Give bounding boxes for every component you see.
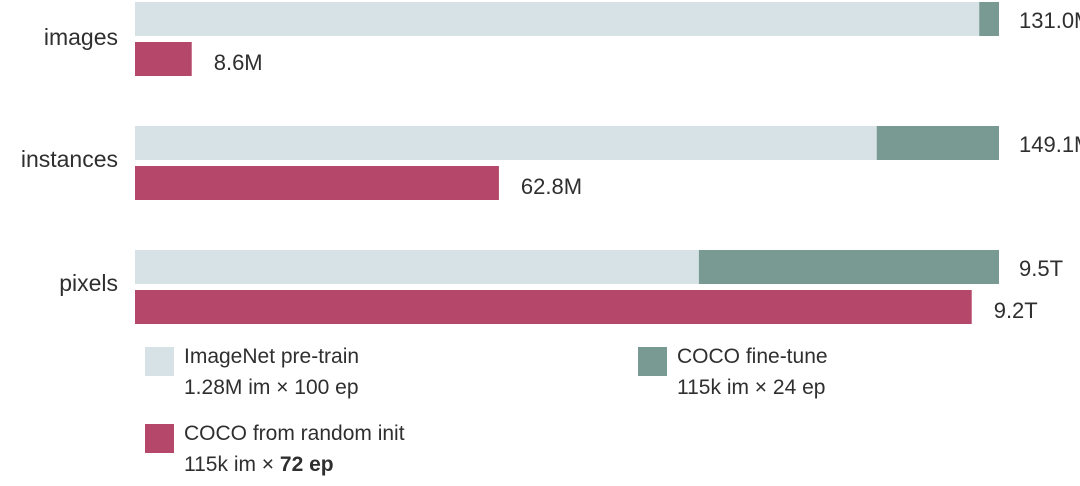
bar-random-images xyxy=(135,42,192,76)
bar-random-pixels xyxy=(135,290,972,324)
bar-random-instances xyxy=(135,166,499,200)
value-label-pretrain-images: 131.0M xyxy=(1019,8,1080,33)
bar-finetune-pixels xyxy=(698,250,999,284)
bar-imagenet-instances xyxy=(135,126,877,160)
value-label-pretrain-instances: 149.1M xyxy=(1019,132,1080,157)
bar-finetune-instances xyxy=(876,126,999,160)
category-label-instances: instances xyxy=(21,146,118,172)
value-label-random-images: 8.6M xyxy=(214,50,263,75)
category-label-pixels: pixels xyxy=(59,270,118,296)
category-label-images: images xyxy=(44,24,118,50)
bar-imagenet-images xyxy=(135,2,980,36)
value-label-random-pixels: 9.2T xyxy=(994,298,1038,323)
value-label-random-instances: 62.8M xyxy=(521,174,582,199)
bar-finetune-images xyxy=(979,2,999,36)
bar-imagenet-pixels xyxy=(135,250,699,284)
value-label-pretrain-pixels: 9.5T xyxy=(1019,256,1063,281)
